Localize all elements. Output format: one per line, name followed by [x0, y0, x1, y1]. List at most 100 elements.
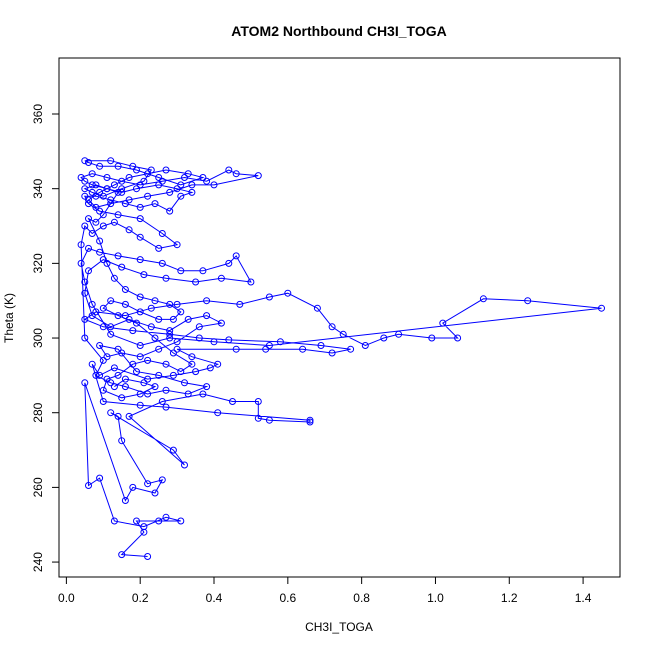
data-point: [99, 211, 107, 219]
data-point: [144, 390, 152, 398]
data-point: [144, 170, 152, 178]
data-point: [136, 390, 144, 398]
data-point: [110, 218, 118, 226]
data-point: [77, 259, 85, 267]
data-point: [133, 166, 140, 174]
data-point: [328, 349, 336, 357]
data-point: [169, 349, 177, 357]
data-point: [173, 338, 181, 346]
data-point: [96, 371, 104, 379]
x-axis-label: CH3I_TOGA: [305, 620, 373, 634]
data-point: [136, 293, 144, 301]
data-point: [181, 461, 188, 469]
data-point: [158, 398, 166, 405]
data-point: [195, 334, 203, 342]
data-point: [125, 226, 133, 234]
data-point: [133, 368, 140, 376]
data-point: [479, 295, 487, 303]
data-point: [103, 375, 111, 383]
data-point: [96, 248, 104, 256]
data-point: [136, 181, 144, 189]
data-point: [162, 386, 170, 394]
data-point: [107, 297, 115, 305]
data-point: [225, 336, 233, 344]
y-tick-label: 320: [31, 253, 45, 273]
data-point: [144, 480, 152, 488]
data-point: [118, 551, 126, 559]
data-point: [254, 172, 262, 180]
data-point: [265, 293, 273, 301]
data-point: [177, 192, 185, 200]
x-tick-label: 1.2: [501, 591, 518, 605]
data-point: [85, 159, 92, 166]
data-point: [92, 192, 100, 200]
data-point: [158, 259, 166, 267]
data-point: [129, 360, 137, 368]
series-layer: [77, 157, 605, 560]
data-point: [81, 315, 89, 323]
data-point: [181, 174, 188, 181]
data-point: [284, 289, 292, 297]
data-point: [81, 278, 89, 286]
data-point: [140, 271, 148, 279]
data-point: [158, 177, 166, 185]
data-point: [210, 338, 218, 346]
data-point: [85, 196, 92, 204]
data-point: [96, 237, 104, 245]
data-point: [162, 166, 170, 174]
x-tick-label: 1.0: [427, 591, 444, 605]
data-point: [114, 252, 122, 260]
data-point: [166, 327, 174, 335]
data-point: [118, 188, 126, 196]
data-point: [217, 274, 225, 282]
data-point: [140, 177, 148, 185]
data-point: [188, 353, 196, 361]
data-point: [265, 342, 273, 349]
data-point: [151, 334, 159, 342]
data-point: [206, 364, 214, 372]
data-point: [107, 157, 115, 165]
data-point: [395, 330, 403, 338]
data-point: [96, 162, 104, 170]
data-point: [103, 185, 111, 193]
data-point: [144, 356, 152, 364]
data-point: [162, 403, 170, 411]
data-point: [99, 356, 107, 364]
data-point: [155, 371, 163, 379]
x-tick-label: 0.8: [353, 591, 370, 605]
data-point: [313, 304, 321, 312]
data-point: [85, 215, 92, 223]
data-point: [169, 315, 177, 323]
data-point: [347, 345, 355, 353]
x-tick-label: 0.0: [58, 591, 75, 605]
data-point: [177, 368, 185, 376]
data-point: [121, 497, 129, 504]
data-point: [155, 315, 163, 323]
x-tick-label: 0.6: [279, 591, 296, 605]
data-point: [173, 345, 181, 353]
data-point: [217, 319, 225, 327]
data-point: [184, 315, 192, 323]
data-point: [225, 166, 233, 174]
data-point: [229, 398, 236, 405]
data-point: [339, 330, 347, 338]
data-point: [140, 379, 148, 387]
data-point: [454, 334, 462, 342]
data-point: [162, 513, 170, 521]
data-point: [107, 379, 115, 387]
data-point: [184, 390, 192, 398]
data-point: [210, 181, 218, 189]
data-point: [299, 345, 307, 353]
data-point: [199, 390, 207, 398]
data-point: [129, 162, 137, 170]
data-point: [151, 489, 159, 497]
data-point: [107, 409, 115, 417]
data-point: [151, 297, 159, 305]
data-point: [125, 315, 133, 323]
data-point: [188, 188, 196, 196]
data-point: [81, 222, 89, 230]
data-point: [129, 327, 137, 335]
data-point: [118, 349, 126, 357]
data-point: [136, 215, 144, 223]
